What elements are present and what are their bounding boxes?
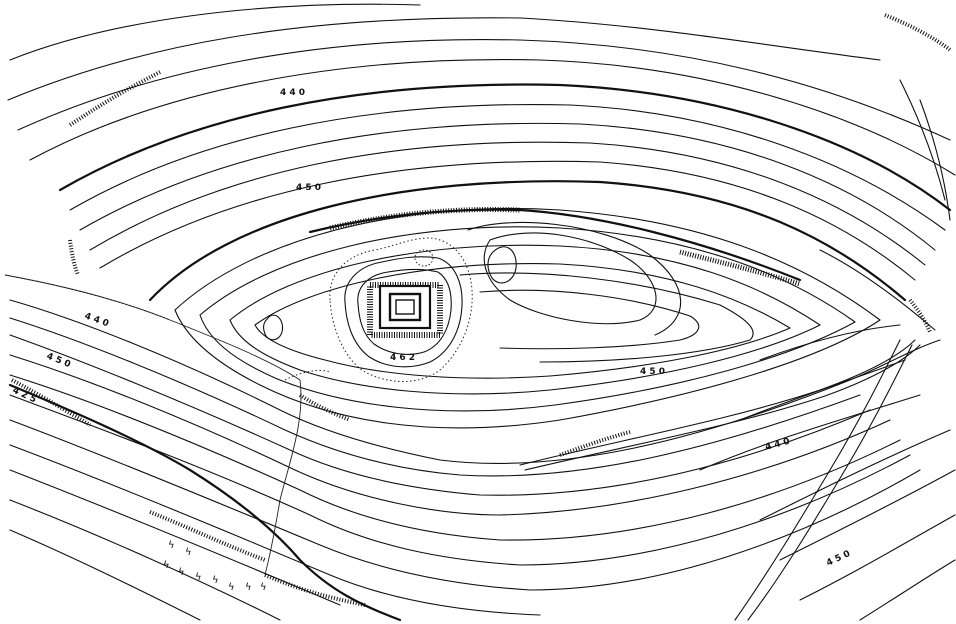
elevation-label: 4 5 0	[296, 183, 321, 193]
contour-line	[7, 17, 881, 101]
elevation-label: 4 4 0	[280, 88, 305, 98]
slope-hatching	[559, 430, 631, 457]
contour-line	[459, 272, 754, 363]
contour-line	[69, 104, 946, 231]
hedge-line	[284, 369, 331, 381]
contour-line	[483, 232, 657, 325]
elevation-label: 4 5 0	[640, 367, 665, 377]
contour-line	[699, 394, 921, 471]
contour-line	[9, 3, 421, 61]
vegetation-symbol: ϟ	[185, 547, 192, 558]
slope-hatching	[329, 207, 521, 231]
vegetation-symbol: ϟ	[168, 540, 175, 551]
contour-line	[919, 99, 951, 221]
contour-line	[479, 289, 700, 350]
track-line	[747, 344, 913, 621]
vegetation-symbol: ϟ	[178, 567, 185, 578]
slope-hatching	[68, 70, 161, 127]
contour-line-index	[8, 383, 402, 622]
keep-hatching	[367, 282, 443, 338]
contour-line	[899, 79, 946, 201]
slope-hatching	[679, 249, 801, 287]
slope-hatching	[149, 510, 266, 562]
contour-line	[17, 39, 951, 141]
boundary-line	[4, 274, 302, 576]
contour-line-index	[58, 83, 952, 212]
elevation-label: 4 6 2	[390, 353, 415, 363]
mound-contour	[344, 256, 463, 368]
elevation-label: 4 4 0	[764, 437, 791, 453]
contour-line	[9, 469, 341, 606]
mound-outline	[329, 237, 473, 382]
contour-line	[739, 359, 906, 421]
mound-contour	[357, 268, 452, 355]
contour-line	[819, 249, 936, 331]
vegetation-symbol: ϟ	[228, 582, 235, 593]
contour-line	[99, 160, 916, 281]
vegetation-symbol: ϟ	[163, 560, 170, 571]
contour-line	[9, 317, 861, 477]
keep-core	[395, 299, 415, 315]
contour-line	[9, 499, 281, 621]
contour-line	[229, 244, 821, 395]
track-line	[734, 339, 901, 621]
elevation-label: 4 5 0	[825, 549, 852, 569]
ridge-line	[308, 208, 802, 282]
contour-line	[9, 444, 541, 616]
vegetation-symbol: ϟ	[195, 572, 202, 583]
contour-line	[9, 374, 901, 541]
contour-line	[199, 226, 856, 412]
small-mound	[414, 249, 434, 267]
slope-hatching	[68, 239, 80, 276]
knoll-contour	[487, 246, 517, 284]
slope-hatching	[264, 573, 366, 607]
contour-line	[254, 263, 791, 379]
contour-line-index	[148, 180, 907, 302]
contour-line	[799, 514, 956, 601]
slope-hatching	[298, 393, 351, 422]
contour-line	[9, 354, 891, 516]
contour-line	[9, 529, 201, 621]
contour-line	[779, 469, 956, 561]
hedge-line	[4, 274, 171, 321]
keep-outer-wall	[378, 284, 432, 330]
contour-line	[29, 59, 956, 176]
contour-line	[467, 221, 682, 336]
slope-hatching	[884, 13, 952, 52]
contour-line	[174, 207, 881, 429]
contour-line	[9, 299, 941, 464]
contour-line	[9, 419, 921, 591]
slope-hatching	[11, 378, 92, 427]
slope-hatching	[908, 298, 932, 333]
contour-line	[89, 141, 926, 266]
track-line	[524, 344, 921, 471]
vegetation-symbol: ϟ	[260, 582, 267, 593]
contour-line	[759, 429, 951, 521]
elevation-label: 4 4 0	[83, 311, 110, 329]
keep-inner-wall	[388, 292, 422, 322]
contour-line	[859, 559, 956, 621]
track-line	[519, 339, 916, 466]
knoll-contour	[263, 314, 284, 341]
vegetation-symbol: ϟ	[212, 575, 219, 586]
contour-line	[759, 324, 901, 361]
contour-line	[9, 334, 871, 496]
vegetation-symbol: ϟ	[245, 582, 252, 593]
contour-line	[79, 122, 936, 251]
